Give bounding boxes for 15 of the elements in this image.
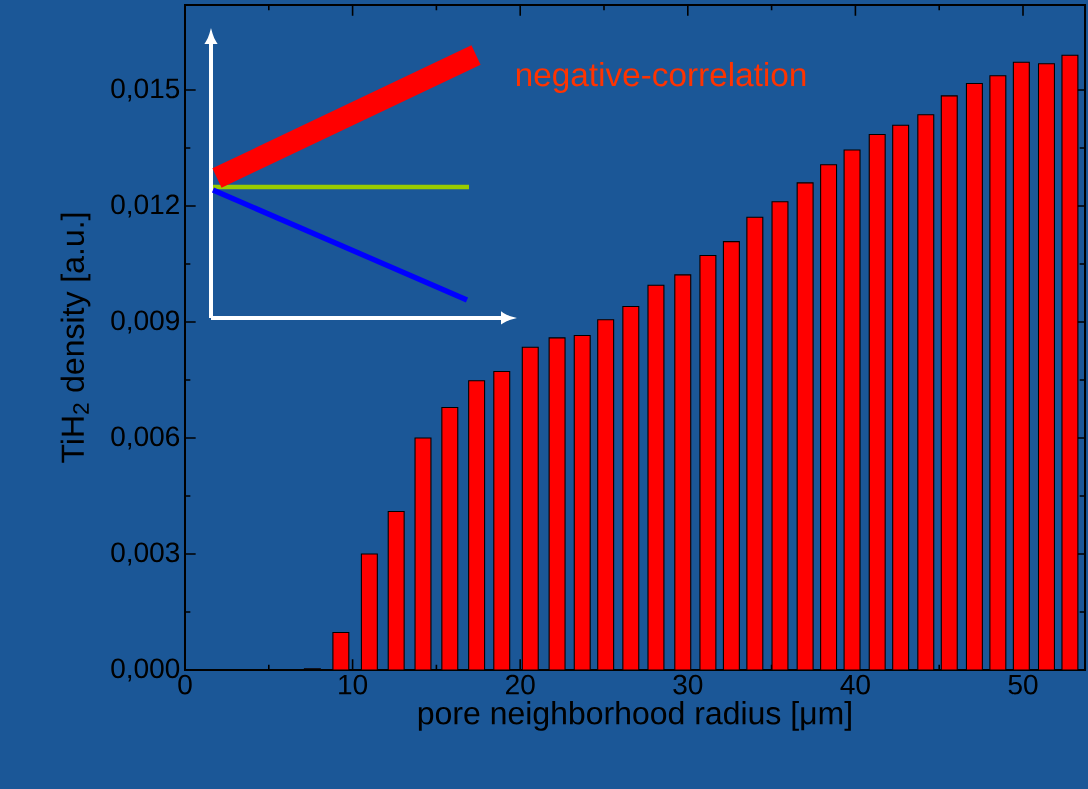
x-tick-label: 40 — [840, 674, 870, 695]
y-tick-label: 0,012 — [111, 194, 179, 218]
x-axis-title: pore neighborhood radius [μm] — [418, 701, 851, 731]
y-tick-label: 0,000 — [111, 658, 180, 682]
x-tick-label: 20 — [506, 674, 535, 695]
y-tick-label: 0,006 — [111, 426, 180, 450]
x-tick-label: 30 — [673, 674, 703, 695]
y-tick-label: 0,009 — [111, 310, 179, 334]
x-tick-label: 50 — [1008, 674, 1038, 695]
x-tick-label: 0 — [178, 674, 192, 695]
y-tick-label: 0,015 — [111, 78, 180, 102]
y-axis-title: TiH$_{2}$ density [a.u.] — [60, 213, 91, 463]
annotation: negative-correlation — [516, 61, 806, 94]
x-tick-label: 10 — [339, 674, 368, 695]
y-tick-label: 0,003 — [111, 542, 180, 566]
